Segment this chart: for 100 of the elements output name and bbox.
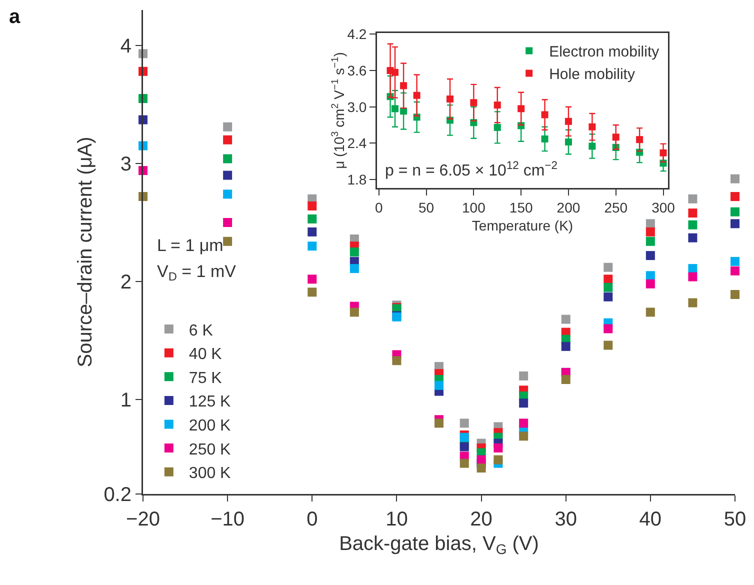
point bbox=[519, 398, 528, 408]
point bbox=[223, 190, 232, 199]
point bbox=[494, 443, 503, 452]
point bbox=[308, 242, 317, 251]
point bbox=[564, 118, 572, 125]
point bbox=[519, 432, 528, 441]
point bbox=[223, 170, 232, 180]
point bbox=[646, 219, 655, 228]
point bbox=[588, 123, 596, 130]
point bbox=[646, 279, 655, 288]
annotation: p = n = 6.05 × 10$^{12}$ cm$^{−2}$ bbox=[385, 160, 558, 180]
point bbox=[470, 99, 478, 106]
point bbox=[460, 442, 469, 452]
point bbox=[604, 292, 613, 302]
point bbox=[223, 122, 232, 132]
point bbox=[460, 432, 469, 442]
point bbox=[460, 418, 469, 428]
point bbox=[392, 105, 399, 112]
point bbox=[646, 308, 655, 317]
point bbox=[494, 455, 503, 464]
point bbox=[223, 236, 232, 246]
legend-label: 6 K bbox=[188, 322, 214, 340]
y-tick-label: 0.2 bbox=[104, 484, 132, 506]
point bbox=[688, 233, 698, 242]
y-tick-label: 3.6 bbox=[347, 62, 367, 78]
y-tick-label: 2 bbox=[120, 272, 132, 294]
y-tick-label: 2.4 bbox=[347, 135, 367, 152]
point bbox=[612, 134, 620, 141]
point bbox=[604, 282, 613, 292]
point bbox=[564, 138, 572, 146]
point bbox=[413, 92, 420, 99]
point bbox=[604, 262, 613, 272]
point bbox=[688, 298, 698, 308]
x-tick-label: 10 bbox=[386, 508, 408, 530]
x-axis-title: Temperature (K) bbox=[472, 217, 574, 234]
point bbox=[688, 264, 698, 274]
point bbox=[308, 214, 317, 224]
point bbox=[730, 219, 740, 228]
point bbox=[518, 105, 525, 112]
point bbox=[494, 124, 501, 131]
y-tick-label: 3.0 bbox=[347, 98, 367, 115]
x-tick-label: 150 bbox=[509, 199, 533, 216]
point bbox=[561, 314, 570, 324]
point bbox=[308, 227, 317, 236]
point bbox=[730, 207, 740, 216]
x-tick-label: 50 bbox=[724, 508, 746, 530]
point bbox=[223, 154, 232, 164]
y-tick-label: 4.2 bbox=[347, 26, 367, 42]
point bbox=[730, 290, 740, 299]
point bbox=[730, 266, 740, 276]
y-tick-label: 4 bbox=[120, 35, 132, 58]
x-tick-label: 250 bbox=[604, 199, 628, 216]
point bbox=[392, 68, 399, 76]
point bbox=[308, 201, 317, 210]
point bbox=[688, 220, 698, 230]
x-tick-label: 50 bbox=[418, 199, 434, 216]
x-tick-label: 20 bbox=[470, 508, 492, 530]
x-tick-label: 0 bbox=[375, 199, 383, 216]
point bbox=[223, 218, 232, 227]
point bbox=[350, 308, 359, 317]
x-tick-label: 30 bbox=[554, 508, 577, 530]
point bbox=[494, 102, 501, 109]
point bbox=[223, 135, 232, 144]
point bbox=[519, 418, 528, 428]
point bbox=[646, 227, 655, 236]
x-tick-label: 300 bbox=[652, 199, 676, 216]
y-tick-label: 3 bbox=[120, 153, 132, 176]
point bbox=[688, 194, 698, 204]
point bbox=[636, 136, 644, 144]
legend-label: 300 K bbox=[188, 465, 232, 482]
point bbox=[308, 288, 317, 297]
point bbox=[730, 192, 740, 202]
x-tick-label: 100 bbox=[462, 199, 486, 216]
point bbox=[646, 251, 655, 260]
annotation: V$_{D}$ = 1 mV bbox=[157, 262, 237, 284]
x-tick-label: 200 bbox=[556, 199, 580, 216]
y-tick-label: 1.8 bbox=[347, 171, 367, 188]
x-tick-label: −10 bbox=[210, 508, 245, 530]
point bbox=[646, 236, 655, 246]
point bbox=[604, 274, 613, 284]
point bbox=[392, 356, 402, 366]
legend-label: 75 K bbox=[188, 370, 222, 387]
chart-title: a bbox=[9, 6, 22, 28]
point bbox=[519, 371, 528, 380]
legend-label: 40 K bbox=[188, 346, 222, 364]
point bbox=[541, 135, 548, 142]
point bbox=[434, 418, 444, 428]
point bbox=[561, 374, 570, 384]
legend-label: Hole mobility bbox=[549, 66, 636, 84]
y-tick-label: 1 bbox=[120, 390, 132, 412]
point bbox=[604, 324, 613, 334]
point bbox=[604, 340, 613, 350]
point bbox=[460, 458, 469, 468]
y-axis-title: Source–drain current (μA) bbox=[74, 136, 96, 368]
x-tick-label: −20 bbox=[126, 508, 160, 530]
legend-label: 200 K bbox=[188, 418, 232, 434]
legend-label: 125 K bbox=[188, 394, 232, 411]
x-tick-label: 40 bbox=[639, 508, 662, 530]
point bbox=[446, 96, 454, 102]
legend-label: Electron mobility bbox=[549, 44, 660, 61]
